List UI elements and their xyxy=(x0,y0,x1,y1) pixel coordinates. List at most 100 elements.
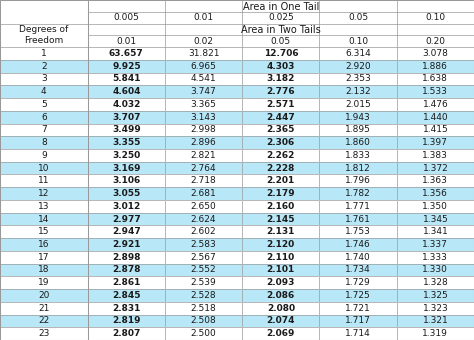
Text: 20: 20 xyxy=(38,291,49,300)
Bar xyxy=(397,136,474,149)
Bar xyxy=(0,251,88,264)
Bar xyxy=(88,276,165,289)
Bar xyxy=(165,314,242,327)
Bar xyxy=(0,327,88,340)
Bar xyxy=(88,111,165,123)
Bar xyxy=(88,0,474,23)
Text: 3.365: 3.365 xyxy=(191,100,217,109)
Text: 2.306: 2.306 xyxy=(267,138,295,147)
Text: 0.02: 0.02 xyxy=(193,37,214,46)
Text: 2.947: 2.947 xyxy=(112,227,141,236)
Bar xyxy=(165,289,242,302)
Bar xyxy=(165,264,242,276)
Bar xyxy=(165,47,242,60)
Text: 2.861: 2.861 xyxy=(112,278,140,287)
Text: 2.120: 2.120 xyxy=(267,240,295,249)
Bar xyxy=(242,302,319,314)
Bar xyxy=(165,85,242,98)
Text: 14: 14 xyxy=(38,215,49,223)
Bar xyxy=(165,225,242,238)
Bar xyxy=(0,225,88,238)
Text: 1.415: 1.415 xyxy=(422,125,448,134)
Bar xyxy=(319,111,397,123)
Bar xyxy=(165,225,242,238)
Text: 3.355: 3.355 xyxy=(112,138,140,147)
Text: 1.753: 1.753 xyxy=(345,227,371,236)
Bar xyxy=(319,47,397,60)
Text: 3.499: 3.499 xyxy=(112,125,141,134)
Text: 2.921: 2.921 xyxy=(112,240,141,249)
Text: 1.812: 1.812 xyxy=(345,164,371,173)
Text: 2.776: 2.776 xyxy=(266,87,295,96)
Bar xyxy=(165,136,242,149)
Bar xyxy=(0,72,88,85)
Bar xyxy=(165,187,242,200)
Bar xyxy=(397,111,474,123)
Text: 1.383: 1.383 xyxy=(422,151,448,160)
Text: 2.831: 2.831 xyxy=(112,304,140,313)
Bar xyxy=(165,264,242,276)
Bar xyxy=(242,225,319,238)
Bar xyxy=(242,302,319,314)
Text: 1.363: 1.363 xyxy=(422,176,448,185)
Bar xyxy=(319,251,397,264)
Bar xyxy=(165,251,242,264)
Text: 2.074: 2.074 xyxy=(266,317,295,325)
Text: 3.250: 3.250 xyxy=(112,151,140,160)
Text: 3.012: 3.012 xyxy=(112,202,140,211)
Bar xyxy=(0,200,88,212)
Bar xyxy=(165,162,242,174)
Text: 2.624: 2.624 xyxy=(191,215,216,223)
Text: 2.998: 2.998 xyxy=(191,125,217,134)
Bar xyxy=(397,327,474,340)
Bar xyxy=(397,72,474,85)
Text: Area in Two Tails: Area in Two Tails xyxy=(241,25,321,35)
Text: 4.303: 4.303 xyxy=(267,62,295,71)
Bar xyxy=(242,327,319,340)
Bar xyxy=(397,162,474,174)
Bar xyxy=(88,289,165,302)
Text: 2.365: 2.365 xyxy=(267,125,295,134)
Bar xyxy=(319,276,397,289)
Bar xyxy=(88,47,165,60)
Bar xyxy=(397,200,474,212)
Bar xyxy=(165,111,242,123)
Bar xyxy=(319,60,397,72)
Bar xyxy=(88,314,165,327)
Text: 63.657: 63.657 xyxy=(109,49,144,58)
Text: 2.500: 2.500 xyxy=(191,329,217,338)
Bar xyxy=(165,238,242,251)
Bar xyxy=(397,136,474,149)
Bar xyxy=(0,187,88,200)
Text: 0.10: 0.10 xyxy=(425,13,446,22)
Bar xyxy=(88,200,165,212)
Bar xyxy=(88,123,165,136)
Text: 2.015: 2.015 xyxy=(345,100,371,109)
Text: 2.528: 2.528 xyxy=(191,291,217,300)
Bar xyxy=(165,276,242,289)
Bar xyxy=(88,123,165,136)
Bar xyxy=(397,111,474,123)
Bar xyxy=(319,200,397,212)
Bar xyxy=(397,314,474,327)
Bar xyxy=(397,225,474,238)
Bar xyxy=(0,85,88,98)
Bar xyxy=(88,225,165,238)
Text: 2.086: 2.086 xyxy=(267,291,295,300)
Bar xyxy=(397,289,474,302)
Text: 3: 3 xyxy=(41,74,47,83)
Text: 1.729: 1.729 xyxy=(345,278,371,287)
Text: 13: 13 xyxy=(38,202,50,211)
Bar xyxy=(242,264,319,276)
Bar xyxy=(0,289,88,302)
Text: 1.330: 1.330 xyxy=(422,266,448,274)
Bar xyxy=(88,327,165,340)
Text: 2.110: 2.110 xyxy=(267,253,295,262)
Bar xyxy=(397,302,474,314)
Bar xyxy=(242,47,319,60)
Bar xyxy=(242,187,319,200)
Bar xyxy=(0,111,88,123)
Text: 18: 18 xyxy=(38,266,50,274)
Text: 2.080: 2.080 xyxy=(267,304,295,313)
Bar xyxy=(397,238,474,251)
